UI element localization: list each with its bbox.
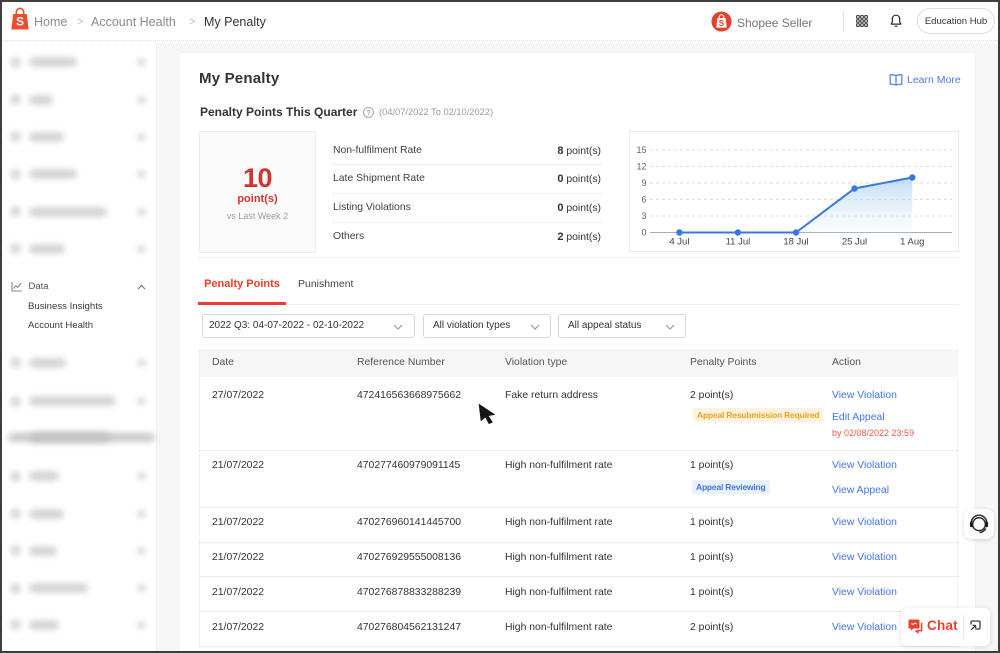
svg-text:25 Jul: 25 Jul [842, 237, 867, 248]
svg-text:9: 9 [641, 178, 646, 188]
svg-text:1 Aug: 1 Aug [900, 237, 924, 248]
svg-text:6: 6 [641, 195, 646, 205]
svg-text:4 Jul: 4 Jul [669, 237, 689, 248]
svg-text:S: S [16, 14, 24, 28]
svg-text:18 Jul: 18 Jul [783, 237, 808, 248]
svg-text:0: 0 [641, 228, 646, 238]
svg-text:3: 3 [641, 211, 646, 221]
svg-text:11 Jul: 11 Jul [726, 237, 751, 248]
svg-text:12: 12 [636, 162, 646, 172]
svg-text:S: S [719, 19, 725, 28]
svg-text:15: 15 [636, 145, 646, 155]
